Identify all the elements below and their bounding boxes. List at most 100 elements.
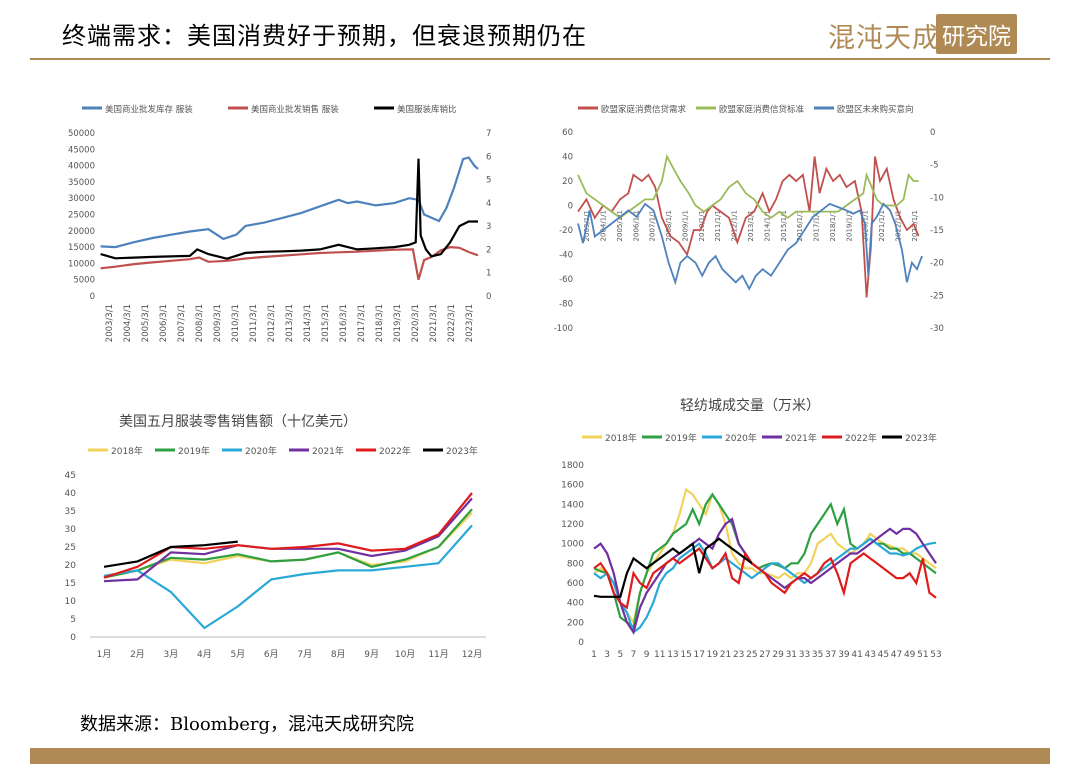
y-tick-label: 1200: [561, 520, 584, 530]
x-tick-label: 43: [865, 650, 876, 660]
series-line-2023年: [103, 540, 238, 568]
x-tick-label: 9: [644, 650, 650, 660]
y-tick-label: 600: [567, 579, 584, 589]
data-source: 数据来源：Bloomberg，混沌天成研究院: [80, 714, 415, 735]
legend-label: 2021年: [785, 432, 817, 444]
series-line-2019年: [103, 508, 473, 579]
x-tick-label: 17: [694, 650, 705, 660]
x-tick-label: 2016/3/1: [339, 304, 349, 342]
y-left-tick-label: 50000: [68, 129, 95, 139]
chart-title: 美国五月服装零售销售额（十亿美元）: [119, 414, 357, 430]
x-tick-label: 2012/3/1: [267, 304, 277, 342]
footer-bar: [30, 748, 1050, 764]
x-tick-label: 33: [799, 650, 810, 660]
series-line-2022年: [593, 547, 937, 610]
x-tick-label: 2013/1/1: [747, 210, 755, 241]
x-tick-label: 2016/1/1: [796, 210, 804, 241]
series-line-2021年: [103, 497, 473, 583]
x-tick-label: 2005/1/1: [616, 210, 624, 241]
y-left-tick-label: 45000: [68, 145, 95, 155]
y-tick-label: 10: [65, 597, 77, 607]
x-tick-label: 37: [825, 650, 836, 660]
y-tick-label: 30: [65, 525, 77, 535]
y-tick-label: 200: [567, 618, 584, 628]
x-tick-label: 2003/3/1: [105, 304, 115, 342]
x-tick-label: 2004/1/1: [600, 210, 608, 241]
series-line-2: [577, 153, 919, 219]
x-tick-label: 3: [604, 650, 610, 660]
x-tick-label: 5: [617, 650, 623, 660]
y-left-tick-label: 0: [90, 292, 95, 302]
x-tick-label: 2021/1/1: [878, 210, 886, 241]
x-tick-label: 15: [680, 650, 691, 660]
x-tick-label: 8月: [331, 649, 346, 660]
x-tick-label: 31: [786, 650, 797, 660]
x-tick-label: 2023/3/1: [465, 304, 475, 342]
x-tick-label: 2010/3/1: [231, 304, 241, 342]
y-left-tick-label: -60: [559, 275, 573, 285]
x-tick-label: 6月: [264, 649, 279, 660]
y-tick-label: 1800: [561, 461, 584, 471]
legend-label: 美国服装库销比: [397, 104, 457, 115]
x-tick-label: 29: [772, 650, 784, 660]
series-line-2023年: [593, 537, 753, 598]
x-tick-label: 2015/3/1: [321, 304, 331, 342]
x-tick-label: 49: [904, 650, 916, 660]
y-tick-label: 5: [70, 615, 76, 625]
x-tick-label: 51: [917, 650, 928, 660]
y-left-tick-label: 15000: [68, 243, 95, 253]
series-line-2020年: [103, 524, 473, 630]
y-right-tick-label: -20: [930, 259, 944, 269]
y-right-tick-label: 7: [486, 129, 491, 139]
y-right-tick-label: -5: [930, 161, 938, 171]
x-tick-label: 4月: [197, 649, 212, 660]
y-right-tick-label: 6: [486, 152, 491, 162]
x-tick-label: 21: [720, 650, 731, 660]
y-right-tick-label: 2: [486, 245, 491, 255]
x-tick-label: 2008/1/1: [665, 210, 673, 241]
y-left-tick-label: 40: [562, 153, 573, 163]
legend-label: 欧盟家庭消费信贷需求: [601, 104, 687, 115]
x-tick-label: 1月: [97, 649, 112, 660]
y-tick-label: 15: [65, 579, 76, 589]
legend-label: 2021年: [312, 445, 344, 457]
y-left-tick-label: -40: [559, 251, 573, 261]
page-title: 终端需求：美国消费好于预期，但衰退预期仍在: [62, 22, 587, 50]
legend-label: 2023年: [446, 445, 478, 457]
x-tick-label: 13: [667, 650, 678, 660]
series-line-2: [100, 245, 479, 281]
x-tick-label: 9月: [364, 649, 379, 660]
y-right-tick-label: -25: [930, 291, 944, 301]
legend-label: 欧盟区未来购买意向: [837, 104, 914, 115]
series-line-3: [100, 158, 478, 260]
legend-label: 欧盟家庭消费信贷标准: [719, 104, 805, 115]
x-tick-label: 2009/3/1: [213, 304, 223, 342]
y-left-tick-label: -80: [559, 300, 573, 310]
y-tick-label: 400: [567, 599, 584, 609]
x-tick-label: 2011/1/1: [714, 210, 722, 241]
y-left-tick-label: 60: [562, 128, 573, 138]
x-tick-label: 2014/3/1: [303, 304, 313, 342]
series-line-2018年: [593, 487, 937, 626]
x-tick-label: 5月: [230, 649, 245, 660]
y-tick-label: 1600: [561, 481, 584, 491]
x-tick-label: 2015/1/1: [780, 210, 788, 241]
x-tick-label: 2005/3/1: [141, 304, 151, 342]
y-tick-label: 800: [567, 559, 584, 569]
x-tick-label: 3月: [164, 649, 179, 660]
x-tick-label: 2022/3/1: [447, 304, 457, 342]
x-tick-label: 53: [930, 650, 941, 660]
y-left-tick-label: 30000: [68, 194, 95, 204]
chart-eu-consumer-credit: -100 -80 -60 -40 -20 0 20 40 60 -30 -25 -20 -15 -10 -5…: [554, 104, 944, 334]
legend-label: 2022年: [845, 432, 877, 444]
y-right-tick-label: 1: [486, 269, 491, 279]
x-tick-label: 2011/3/1: [249, 304, 259, 342]
x-tick-label: 10月: [395, 649, 415, 660]
x-tick-label: 45: [878, 650, 889, 660]
y-right-tick-label: -10: [930, 193, 944, 203]
x-tick-label: 12月: [462, 649, 482, 660]
y-left-tick-label: 20: [562, 177, 573, 187]
y-left-tick-label: 25000: [68, 211, 95, 221]
x-tick-label: 27: [759, 650, 770, 660]
series-line-3: [577, 202, 923, 291]
